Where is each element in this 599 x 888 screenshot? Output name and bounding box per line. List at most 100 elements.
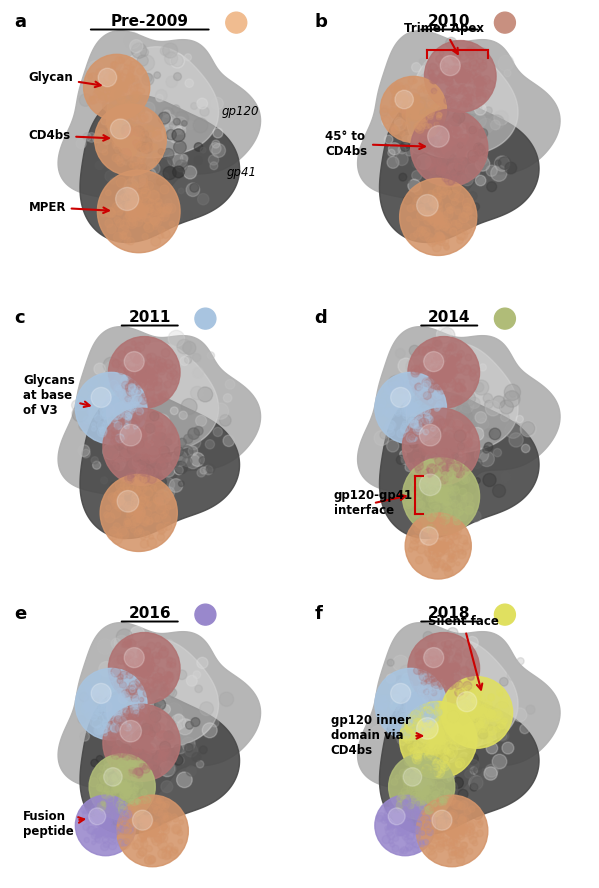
Circle shape bbox=[197, 657, 208, 669]
Circle shape bbox=[444, 432, 449, 438]
Circle shape bbox=[126, 80, 131, 85]
Circle shape bbox=[411, 713, 419, 721]
Circle shape bbox=[383, 116, 391, 124]
Circle shape bbox=[126, 149, 132, 155]
Circle shape bbox=[86, 687, 94, 695]
Circle shape bbox=[105, 208, 115, 218]
Circle shape bbox=[98, 810, 105, 817]
Circle shape bbox=[134, 797, 138, 803]
Circle shape bbox=[426, 163, 432, 170]
Circle shape bbox=[141, 414, 153, 426]
Circle shape bbox=[97, 427, 107, 437]
Circle shape bbox=[442, 371, 450, 379]
Circle shape bbox=[498, 693, 503, 697]
Circle shape bbox=[474, 448, 489, 462]
Circle shape bbox=[438, 671, 445, 678]
Circle shape bbox=[441, 662, 446, 666]
Circle shape bbox=[438, 444, 449, 455]
Circle shape bbox=[97, 399, 105, 407]
Circle shape bbox=[119, 77, 126, 84]
Circle shape bbox=[174, 466, 183, 475]
Circle shape bbox=[122, 453, 129, 461]
Circle shape bbox=[95, 797, 101, 803]
Circle shape bbox=[386, 828, 394, 836]
Circle shape bbox=[133, 94, 137, 99]
Circle shape bbox=[87, 703, 96, 712]
Circle shape bbox=[124, 676, 129, 680]
Circle shape bbox=[156, 207, 166, 217]
Circle shape bbox=[125, 418, 131, 424]
Circle shape bbox=[90, 816, 98, 824]
Circle shape bbox=[104, 822, 110, 828]
Circle shape bbox=[416, 805, 424, 813]
Circle shape bbox=[431, 428, 437, 434]
Circle shape bbox=[418, 709, 424, 715]
Circle shape bbox=[449, 823, 456, 831]
Circle shape bbox=[123, 641, 129, 648]
Circle shape bbox=[139, 638, 150, 648]
Circle shape bbox=[398, 827, 406, 836]
Circle shape bbox=[145, 827, 153, 835]
Circle shape bbox=[111, 404, 117, 411]
Circle shape bbox=[135, 813, 145, 822]
Circle shape bbox=[423, 723, 431, 731]
Circle shape bbox=[130, 86, 138, 94]
Circle shape bbox=[165, 52, 178, 65]
Circle shape bbox=[158, 491, 167, 500]
Circle shape bbox=[140, 468, 152, 480]
Circle shape bbox=[462, 719, 471, 728]
Circle shape bbox=[447, 541, 455, 549]
Circle shape bbox=[184, 743, 193, 752]
Circle shape bbox=[376, 697, 388, 710]
Circle shape bbox=[436, 381, 445, 390]
Circle shape bbox=[174, 741, 187, 754]
Circle shape bbox=[438, 443, 444, 450]
Circle shape bbox=[472, 756, 479, 763]
Circle shape bbox=[434, 736, 440, 742]
Circle shape bbox=[389, 839, 393, 844]
Circle shape bbox=[406, 727, 413, 734]
Circle shape bbox=[474, 478, 480, 483]
Circle shape bbox=[444, 669, 453, 678]
Circle shape bbox=[436, 235, 445, 245]
Circle shape bbox=[452, 358, 461, 366]
Circle shape bbox=[459, 690, 464, 694]
Circle shape bbox=[143, 815, 153, 825]
Circle shape bbox=[473, 695, 482, 704]
Circle shape bbox=[147, 743, 156, 753]
Circle shape bbox=[396, 829, 404, 836]
Circle shape bbox=[410, 432, 416, 438]
Circle shape bbox=[137, 769, 143, 775]
Circle shape bbox=[396, 107, 402, 112]
Circle shape bbox=[464, 733, 472, 741]
Circle shape bbox=[453, 841, 461, 848]
Circle shape bbox=[110, 400, 119, 410]
Circle shape bbox=[403, 123, 410, 129]
Circle shape bbox=[402, 821, 410, 829]
Circle shape bbox=[180, 357, 189, 366]
Circle shape bbox=[148, 144, 160, 155]
Circle shape bbox=[144, 748, 151, 754]
Circle shape bbox=[89, 688, 99, 698]
Circle shape bbox=[452, 777, 464, 789]
Circle shape bbox=[170, 122, 176, 129]
Circle shape bbox=[449, 838, 455, 844]
Circle shape bbox=[415, 744, 424, 753]
Circle shape bbox=[389, 382, 399, 392]
Circle shape bbox=[102, 412, 110, 419]
Circle shape bbox=[163, 804, 169, 810]
Circle shape bbox=[427, 512, 435, 521]
Circle shape bbox=[401, 821, 409, 829]
Circle shape bbox=[158, 234, 164, 239]
Circle shape bbox=[437, 737, 444, 743]
Circle shape bbox=[156, 653, 162, 659]
Circle shape bbox=[485, 709, 492, 716]
Circle shape bbox=[477, 76, 486, 85]
Circle shape bbox=[437, 118, 447, 128]
Circle shape bbox=[425, 475, 435, 484]
Circle shape bbox=[402, 736, 407, 741]
Circle shape bbox=[138, 377, 146, 386]
Circle shape bbox=[471, 712, 480, 721]
Circle shape bbox=[444, 844, 450, 850]
Circle shape bbox=[125, 657, 134, 667]
